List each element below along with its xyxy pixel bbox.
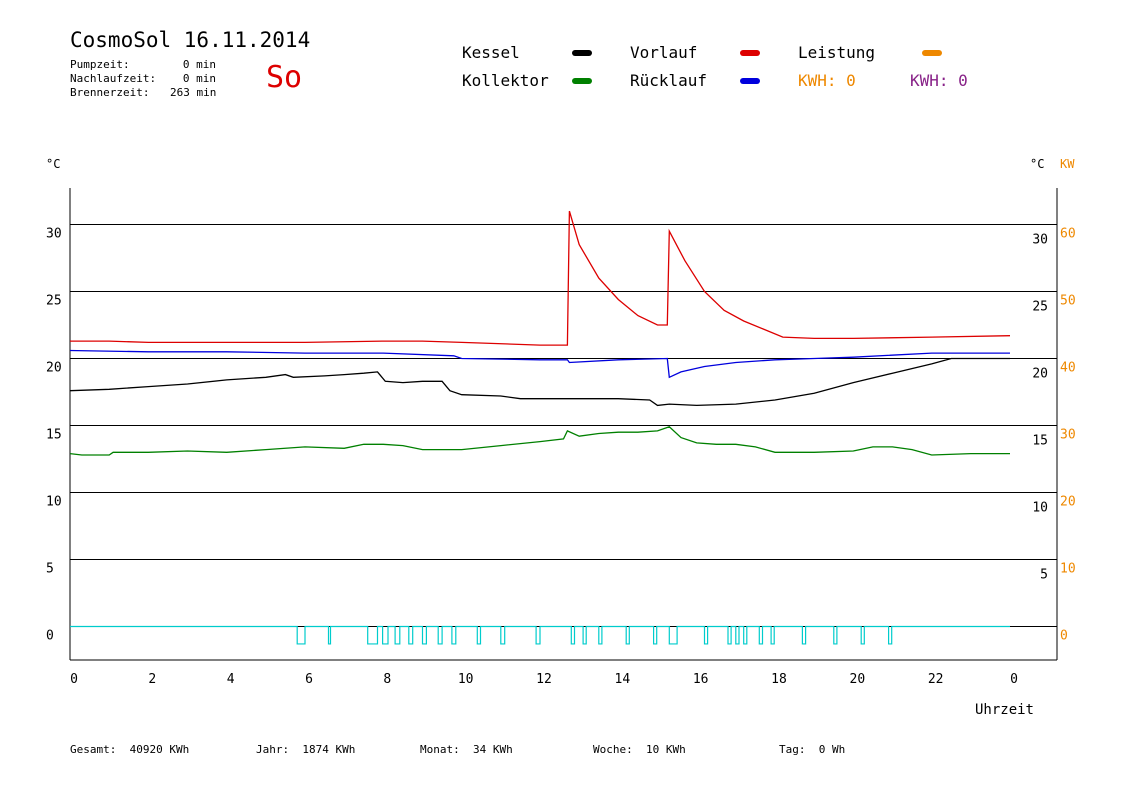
legend-label-kollektor: Kollektor <box>462 71 549 90</box>
x-tick-label: 0 <box>70 672 78 687</box>
total-woche: Woche: 10 KWh <box>593 743 686 756</box>
y-left-tick: 5 <box>46 562 54 577</box>
total-label: Woche: <box>593 743 633 756</box>
total-gesamt: Gesamt: 40920 KWh <box>70 743 189 756</box>
x-tick-label: 18 <box>771 672 787 687</box>
total-tag: Tag: 0 Wh <box>779 743 845 756</box>
runtime-stats: Pumpzeit: 0 min Nachlaufzeit: 0 min Brenne… <box>70 58 216 100</box>
x-tick-label: 20 <box>850 672 866 687</box>
y-right-tick: 20 <box>1032 367 1048 382</box>
legend-swatch-vorlauf <box>740 50 760 56</box>
stat-label: Pumpzeit: <box>70 58 130 71</box>
total-label: Jahr: <box>256 743 290 756</box>
y-right-tick: 25 <box>1032 300 1048 315</box>
x-tick-label: 0 <box>1010 672 1018 687</box>
stat-brennerzeit: Brennerzeit: 263 min <box>70 86 216 100</box>
y-left-tick: 15 <box>46 428 62 443</box>
stat-nachlaufzeit: Nachlaufzeit: 0 min <box>70 72 216 86</box>
x-tick-label: 4 <box>227 672 235 687</box>
y-right-tick: 5 <box>1040 568 1048 583</box>
series-pumpe <box>70 625 1010 645</box>
x-tick-label: 10 <box>458 672 474 687</box>
x-tick-label: 16 <box>693 672 709 687</box>
total-value: 40920 KWh <box>116 743 190 756</box>
legend-swatch-leistung <box>922 50 942 56</box>
legend-swatch-ruecklauf <box>740 78 760 84</box>
y-right2-unit: KW <box>1060 157 1075 171</box>
total-label: Tag: <box>779 743 806 756</box>
stat-value: 0 min <box>182 58 216 71</box>
y-right-tick: 10 <box>1032 501 1048 516</box>
total-jahr: Jahr: 1874 KWh <box>256 743 355 756</box>
y-left-tick: 20 <box>46 361 62 376</box>
series-kollektor <box>69 426 1010 456</box>
stat-pumpzeit: Pumpzeit: 0 min <box>70 58 216 72</box>
series-kessel <box>69 357 1010 407</box>
y-right2-tick: 20 <box>1060 495 1076 510</box>
legend-label-ruecklauf: Rücklauf <box>630 71 708 90</box>
legend-swatch-kollektor <box>572 78 592 84</box>
total-label: Monat: <box>420 743 460 756</box>
total-label: Gesamt: <box>70 743 117 756</box>
y-left-unit: °C <box>46 157 60 171</box>
total-value: 10 KWh <box>632 743 686 756</box>
y-right2-tick: 50 <box>1060 294 1076 309</box>
x-tick-label: 6 <box>305 672 313 687</box>
kwh-secondary: KWH: 0 <box>910 71 968 90</box>
stat-label: Brennerzeit: <box>70 86 150 99</box>
y-right2-tick: 10 <box>1060 562 1076 577</box>
series-vorlauf <box>70 210 1011 346</box>
series-ruecklauf <box>69 349 1010 379</box>
x-tick-label: 8 <box>383 672 391 687</box>
x-tick-label: 22 <box>928 672 944 687</box>
y-left-tick: 30 <box>46 227 62 242</box>
y-right2-tick: 0 <box>1060 629 1068 644</box>
y-right2-tick: 30 <box>1060 428 1076 443</box>
stat-value: 263 min <box>170 86 217 99</box>
total-value: 1874 KWh <box>289 743 356 756</box>
y-right2-tick: 60 <box>1060 227 1076 242</box>
y-right-tick: 30 <box>1032 233 1048 248</box>
y-left-tick: 0 <box>46 629 54 644</box>
x-tick-label: 12 <box>536 672 552 687</box>
weekday-label: So <box>266 60 303 95</box>
kwh-leistung: KWH: 0 <box>798 71 856 90</box>
total-monat: Monat: 34 KWh <box>420 743 513 756</box>
total-value: 34 KWh <box>459 743 513 756</box>
y-right2-tick: 40 <box>1060 361 1076 376</box>
x-tick-label: 2 <box>148 672 156 687</box>
stat-value: 0 min <box>182 72 216 85</box>
legend-swatch-kessel <box>572 50 592 56</box>
legend-label-leistung: Leistung <box>798 43 876 62</box>
y-left-tick: 25 <box>46 294 62 309</box>
legend-label-kessel: Kessel <box>462 43 520 62</box>
y-left-tick: 10 <box>46 495 62 510</box>
legend-label-vorlauf: Vorlauf <box>630 43 698 62</box>
stat-label: Nachlaufzeit: <box>70 72 157 85</box>
y-right-tick: 15 <box>1032 434 1048 449</box>
chart-title: CosmoSol 16.11.2014 <box>70 28 311 52</box>
total-value: 0 Wh <box>805 743 846 756</box>
x-tick-label: 14 <box>615 672 631 687</box>
x-axis-label: Uhrzeit <box>975 702 1034 718</box>
y-right-unit: °C <box>1030 157 1044 171</box>
